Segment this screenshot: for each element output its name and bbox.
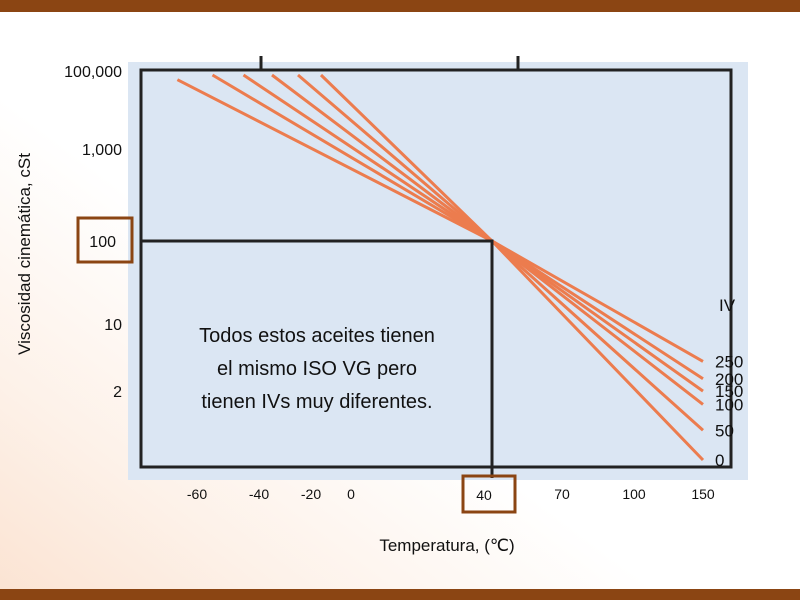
x-highlight-box bbox=[461, 474, 517, 514]
x-tick-label: 70 bbox=[554, 486, 570, 502]
series-label-iv-100: 100 bbox=[715, 395, 743, 414]
series-label-iv-150: 150 bbox=[715, 382, 743, 401]
x-tick-label: 100 bbox=[622, 486, 646, 502]
y-tick-label: 1,000 bbox=[82, 142, 122, 159]
x-tick-label: 0 bbox=[347, 486, 355, 502]
x-tick-label: 150 bbox=[691, 486, 715, 502]
x-tick-label: -20 bbox=[301, 486, 321, 502]
series-label-iv-50: 50 bbox=[715, 421, 734, 440]
series-label-iv-250: 250 bbox=[715, 352, 743, 371]
y-tick-label: 100,000 bbox=[64, 64, 122, 81]
bottom-band bbox=[0, 589, 800, 600]
x-tick-label: -40 bbox=[249, 486, 269, 502]
y-tick-label: 100 bbox=[89, 234, 116, 251]
y-tick-label: 10 bbox=[104, 317, 122, 334]
x-tick-label: 40 bbox=[476, 487, 492, 503]
plot-frame bbox=[139, 68, 733, 469]
y-highlight-box bbox=[76, 216, 134, 264]
plot-area bbox=[128, 62, 748, 480]
legend-title: IV bbox=[719, 296, 736, 315]
x-axis-title: Temperatura, (℃) bbox=[379, 536, 514, 555]
reference-line-40c-100cst bbox=[141, 239, 494, 478]
series-label-iv-200: 200 bbox=[715, 370, 743, 389]
annotation-line-2: el mismo ISO VG pero bbox=[217, 358, 417, 380]
y-tick-label: 2 bbox=[113, 384, 122, 401]
x-tick-label: -60 bbox=[187, 486, 207, 502]
annotation-line-1: Todos estos aceites tienen bbox=[199, 325, 435, 347]
y-axis-title: Viscosidad cinemática, cSt bbox=[15, 153, 34, 355]
annotation-line-3: tienen IVs muy diferentes. bbox=[201, 391, 432, 413]
series-label-iv-0: 0 bbox=[715, 451, 724, 470]
top-band bbox=[0, 0, 800, 12]
